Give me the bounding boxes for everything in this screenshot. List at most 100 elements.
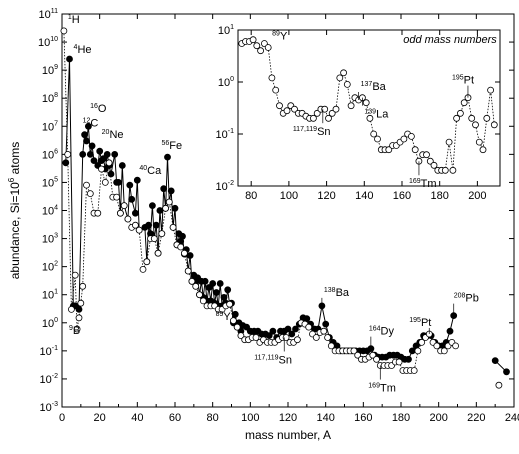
data-point-filled	[100, 155, 107, 163]
inset-data-point	[325, 114, 332, 122]
annotation-label: 9B	[69, 325, 80, 337]
data-point-open	[293, 336, 301, 344]
data-point-open	[60, 27, 68, 35]
inset-annotation-label: 169Tm	[409, 178, 437, 190]
inset-data-point	[309, 114, 317, 122]
data-point-open	[124, 215, 132, 223]
data-point-open	[86, 190, 94, 198]
data-point-filled	[126, 181, 134, 189]
annotation-label: 20Ne	[102, 129, 124, 141]
data-point-open	[68, 305, 75, 313]
inset-annotation-label: 195Pt	[452, 75, 474, 87]
data-point-filled	[85, 122, 92, 130]
data-point-open	[395, 358, 403, 366]
data-point-open	[120, 202, 128, 210]
data-point-open	[237, 332, 245, 340]
inset-data-point	[453, 114, 461, 122]
y-tick-label: 109	[42, 64, 58, 77]
inset-data-point	[385, 146, 393, 154]
inset-data-point	[426, 157, 434, 165]
data-point-open	[94, 209, 102, 217]
data-point-open	[105, 159, 113, 167]
x-tick-label: 80	[207, 412, 219, 424]
data-point-filled	[66, 55, 73, 63]
inset-series-line	[241, 39, 495, 171]
data-point-filled	[209, 280, 217, 287]
inset-data-point	[472, 121, 479, 129]
data-point-open	[414, 347, 422, 355]
data-point-filled	[243, 323, 251, 331]
y-tick-label: 1010	[38, 36, 58, 49]
data-point-open	[135, 226, 143, 234]
y-tick-label: 108	[42, 92, 58, 105]
inset-data-point	[313, 109, 321, 117]
y-tick-label: 104	[42, 205, 58, 218]
data-point-open	[324, 334, 332, 341]
inset-data-point	[456, 109, 464, 117]
x-tick-label: 160	[354, 412, 372, 424]
inset-data-point	[253, 42, 261, 50]
data-point-filled	[231, 310, 239, 318]
data-point-filled	[322, 320, 330, 328]
data-point-open	[327, 342, 335, 350]
data-point-filled	[90, 157, 98, 165]
data-point-filled	[103, 150, 111, 158]
x-tick-label: 220	[467, 412, 485, 424]
inset-annotation-label: 137Ba	[361, 81, 387, 93]
inset-data-point	[430, 161, 438, 169]
data-point-filled	[148, 202, 156, 210]
y-axis-title: abundance, Si=106 atoms	[7, 142, 22, 280]
inset-title: odd mass numbers	[403, 34, 497, 46]
data-point-filled	[75, 305, 83, 313]
data-point-filled	[201, 277, 209, 285]
inset-x-tick-label: 120	[317, 190, 335, 202]
data-point-filled	[269, 327, 277, 335]
data-point-open	[312, 334, 320, 341]
data-point-open	[440, 347, 448, 355]
data-point-filled	[171, 204, 179, 212]
data-point-filled	[79, 150, 87, 158]
inset-data-point	[272, 86, 280, 94]
annotation-label: 117,119Sn	[254, 354, 292, 366]
data-point-open	[282, 334, 290, 341]
data-point-open	[71, 271, 79, 279]
x-tick-label: 60	[169, 412, 181, 424]
data-point-open	[162, 204, 170, 212]
data-point-open	[354, 351, 362, 359]
y-tick-label: 106	[42, 148, 58, 161]
inset-data-point	[423, 151, 430, 159]
data-point-open	[79, 282, 87, 290]
x-tick-label: 20	[94, 412, 106, 424]
data-point-filled	[128, 195, 136, 203]
inset-x-tick-label: 140	[355, 190, 373, 202]
annotation-label: 16O	[90, 103, 107, 115]
data-point-filled	[212, 289, 220, 296]
inset-data-point	[249, 36, 257, 44]
inset-data-point	[475, 138, 483, 146]
data-point-open	[233, 323, 241, 331]
inset-data-point	[479, 146, 487, 154]
data-point-filled	[179, 232, 186, 240]
data-point-open	[188, 277, 196, 285]
data-point-filled	[224, 286, 232, 294]
data-point-filled	[284, 325, 292, 333]
data-point-filled	[88, 142, 96, 150]
annotation-label: 12C	[83, 118, 99, 130]
inset-data-point	[347, 102, 355, 110]
data-point-open	[229, 317, 237, 325]
data-point-open	[410, 367, 418, 374]
data-point-open	[192, 282, 200, 290]
data-point-open	[73, 325, 81, 333]
inset-data-point	[370, 130, 378, 138]
data-point-open	[226, 300, 234, 308]
data-point-filled	[160, 185, 168, 193]
inset-data-point	[483, 114, 491, 122]
y-tick-label: 10-2	[40, 373, 59, 386]
data-point-open	[64, 150, 72, 158]
data-point-open	[184, 267, 192, 275]
inset-data-point	[445, 138, 453, 146]
inset-data-point	[328, 109, 336, 117]
inset-data-point	[400, 135, 408, 143]
inset-data-point	[257, 47, 265, 55]
